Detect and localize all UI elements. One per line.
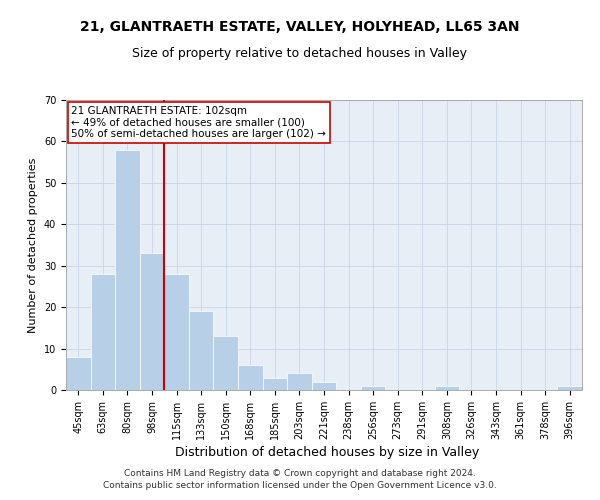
- Bar: [361, 386, 385, 390]
- Bar: [189, 312, 214, 390]
- Text: Size of property relative to detached houses in Valley: Size of property relative to detached ho…: [133, 48, 467, 60]
- Y-axis label: Number of detached properties: Number of detached properties: [28, 158, 38, 332]
- Bar: [66, 357, 91, 390]
- Bar: [557, 386, 582, 390]
- Bar: [238, 365, 263, 390]
- Bar: [91, 274, 115, 390]
- Text: 21, GLANTRAETH ESTATE, VALLEY, HOLYHEAD, LL65 3AN: 21, GLANTRAETH ESTATE, VALLEY, HOLYHEAD,…: [80, 20, 520, 34]
- Text: Distribution of detached houses by size in Valley: Distribution of detached houses by size …: [175, 446, 479, 459]
- Bar: [287, 374, 312, 390]
- Text: 21 GLANTRAETH ESTATE: 102sqm
← 49% of detached houses are smaller (100)
50% of s: 21 GLANTRAETH ESTATE: 102sqm ← 49% of de…: [71, 106, 326, 139]
- Bar: [164, 274, 189, 390]
- Bar: [263, 378, 287, 390]
- Bar: [214, 336, 238, 390]
- Bar: [312, 382, 336, 390]
- Bar: [434, 386, 459, 390]
- Text: Contains HM Land Registry data © Crown copyright and database right 2024.
Contai: Contains HM Land Registry data © Crown c…: [103, 468, 497, 490]
- Bar: [140, 254, 164, 390]
- Bar: [115, 150, 140, 390]
